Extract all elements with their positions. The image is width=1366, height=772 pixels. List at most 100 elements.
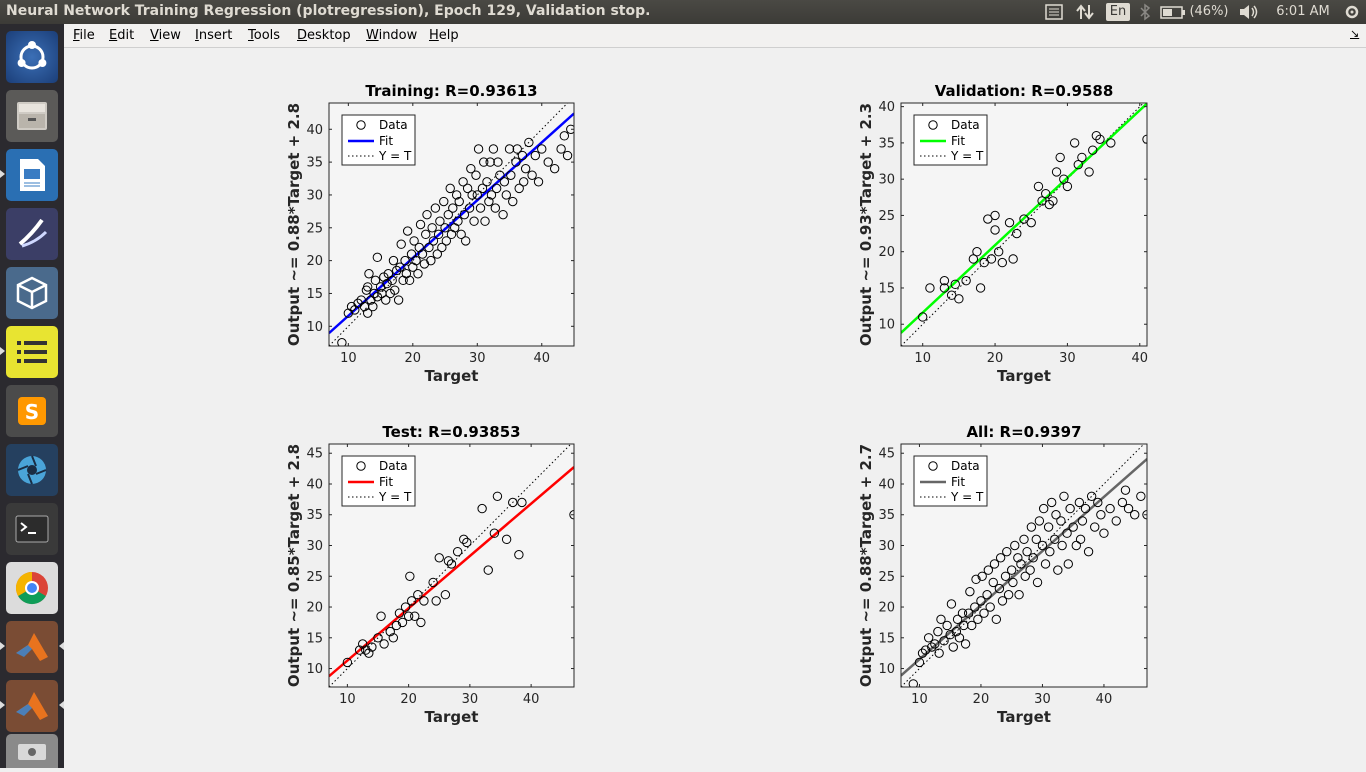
matlab-button-1[interactable]: [6, 621, 58, 673]
plot-title: Test: R=0.93853: [382, 423, 520, 441]
data-point: [954, 633, 965, 643]
data-point: [1123, 503, 1134, 514]
impress-button[interactable]: [6, 208, 58, 260]
data-point: [466, 163, 476, 174]
menu-help[interactable]: Help: [429, 28, 459, 43]
menu-file[interactable]: File: [73, 28, 95, 43]
data-point: [452, 546, 463, 557]
network-transfer-icon[interactable]: [1074, 0, 1096, 24]
ubuntu-dash-button[interactable]: [6, 31, 58, 83]
ubuntu-dash-icon: [17, 41, 47, 70]
session-gear-icon[interactable]: [1342, 0, 1362, 24]
data-point: [977, 571, 987, 581]
virtualbox-button[interactable]: [6, 267, 58, 319]
y-tick-label: 40: [306, 477, 323, 492]
data-point: [517, 150, 528, 161]
menu-view[interactable]: View: [150, 28, 181, 43]
writer-button[interactable]: [6, 149, 58, 201]
data-point: [957, 608, 968, 618]
data-point: [473, 144, 484, 154]
data-point: [1028, 553, 1038, 563]
scatter-plot-2: 10 20 30 40 10 15 20 25 30 35 40 45 Test: R=0.93853 T…: [285, 423, 575, 726]
data-point: [443, 556, 454, 566]
data-point: [1057, 540, 1067, 551]
data-point: [983, 214, 993, 224]
drive-button[interactable]: [6, 734, 58, 768]
y-tick-label: 10: [878, 318, 895, 333]
data-point: [952, 614, 963, 625]
shutter-button[interactable]: [6, 444, 58, 496]
data-point: [393, 295, 404, 305]
data-point: [428, 577, 438, 588]
data-point: [934, 648, 944, 658]
keyboard-layout-indicator[interactable]: En: [1106, 3, 1130, 21]
data-point: [1034, 516, 1045, 526]
y-tick-label: 20: [306, 254, 323, 269]
clock[interactable]: 6:01 AM: [1276, 4, 1330, 19]
y-tick-label: 10: [306, 320, 323, 335]
data-point: [480, 216, 490, 226]
data-point: [431, 596, 441, 606]
data-point: [440, 590, 451, 600]
y-tick-label: 10: [878, 662, 895, 677]
data-point: [477, 503, 487, 514]
battery-icon[interactable]: [1160, 0, 1186, 24]
bluetooth-icon[interactable]: [1136, 0, 1154, 24]
menu-tools[interactable]: Tools: [248, 28, 281, 43]
indicator-menu-icon[interactable]: [1043, 0, 1065, 24]
y-axis-label: Output ~= 0.93*Target + 2.3: [857, 103, 875, 346]
y-tick-label: 20: [878, 245, 895, 260]
chrome-button[interactable]: [6, 562, 58, 614]
data-point: [1037, 540, 1048, 551]
notes-button[interactable]: [6, 326, 58, 378]
data-point: [458, 177, 468, 187]
menu-edit[interactable]: Edit: [109, 28, 135, 43]
files-icon: [17, 102, 47, 130]
data-point: [1062, 528, 1072, 538]
data-point: [448, 203, 458, 213]
menubar-arrow-icon[interactable]: ↘: [1350, 27, 1360, 40]
data-point: [405, 571, 415, 581]
terminal-button[interactable]: [6, 503, 58, 555]
menu-insert[interactable]: Insert: [195, 28, 233, 43]
data-point: [469, 216, 479, 226]
data-point: [453, 216, 463, 226]
legend-data-marker: [928, 461, 938, 471]
data-point: [514, 183, 524, 194]
files-button[interactable]: [6, 90, 58, 142]
data-point: [936, 614, 946, 625]
data-point: [520, 163, 531, 174]
menu-desktop[interactable]: Desktop: [297, 28, 351, 43]
menu-window[interactable]: Window: [366, 28, 418, 43]
data-point: [416, 617, 426, 628]
data-point: [403, 611, 414, 621]
y-axis-label: Output ~= 0.88*Target + 2.8: [285, 103, 303, 346]
data-point: [410, 611, 420, 621]
plot-area: [901, 103, 1147, 346]
y-tick-label: 25: [306, 570, 323, 585]
data-point: [951, 626, 962, 637]
data-point: [441, 236, 452, 246]
y-tick-label: 25: [878, 570, 895, 585]
data-point: [508, 196, 518, 207]
x-tick-label: 20: [405, 351, 422, 366]
sublime-button[interactable]: S: [6, 385, 58, 437]
data-point: [1055, 152, 1065, 163]
data-point: [990, 210, 1000, 221]
data-point: [1075, 534, 1086, 545]
data-point: [1099, 528, 1109, 538]
volume-icon[interactable]: [1238, 0, 1260, 24]
data-point: [971, 574, 981, 585]
data-point: [479, 157, 489, 167]
matlab-button-2[interactable]: [6, 680, 58, 732]
data-point: [1056, 516, 1066, 526]
data-point: [499, 177, 510, 187]
data-point: [354, 645, 365, 655]
data-point: [406, 249, 417, 259]
x-axis-label: Target: [997, 367, 1051, 385]
data-point: [566, 124, 574, 134]
